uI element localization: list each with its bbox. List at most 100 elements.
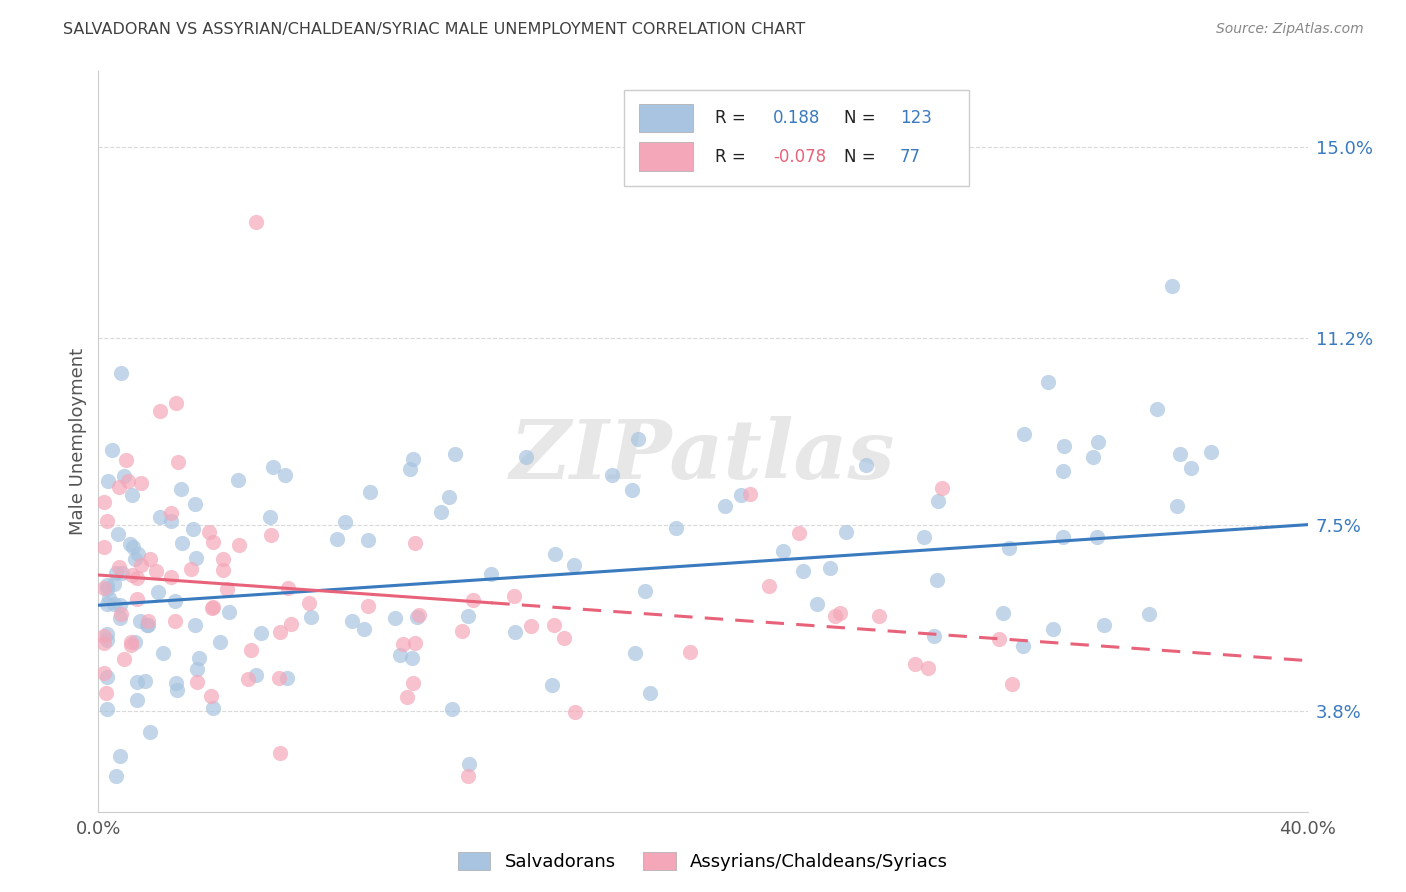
Point [129,558,152,572]
Point [758,579,780,593]
Point [1201,445,1223,459]
Point [269,746,291,760]
Point [122,540,145,554]
Point [108,748,131,763]
Point [398,462,420,476]
Text: -0.078: -0.078 [773,147,827,166]
Text: R =: R = [716,109,745,127]
Point [239,643,262,657]
Point [96,582,118,596]
Point [96,670,118,684]
Point [184,550,207,565]
Point [562,558,585,573]
Point [125,591,148,606]
Point [139,725,162,739]
Point [297,597,319,611]
Point [824,609,846,624]
Point [187,651,209,665]
Point [392,637,415,651]
Point [357,599,380,613]
Point [276,671,298,685]
Point [201,534,224,549]
Point [479,567,502,582]
Point [679,645,702,659]
Point [134,673,156,688]
Point [818,560,841,574]
Point [806,597,828,611]
Point [927,493,949,508]
Point [457,608,479,623]
Point [451,624,474,638]
Point [620,483,643,497]
Point [1137,607,1160,621]
Point [165,676,187,690]
Point [1042,622,1064,636]
Point [543,547,565,561]
Point [93,495,115,509]
Point [105,769,128,783]
Point [665,521,688,535]
Point [180,561,202,575]
Point [402,676,425,690]
Point [129,614,152,628]
Point [502,589,524,603]
Point [108,599,131,613]
Point [260,527,283,541]
Point [96,578,118,592]
FancyBboxPatch shape [638,143,693,170]
Point [127,572,149,586]
Point [624,647,647,661]
Point [437,490,460,504]
Legend: Salvadorans, Assyrians/Chaldeans/Syriacs: Salvadorans, Assyrians/Chaldeans/Syriacs [451,845,955,879]
Point [245,215,267,229]
Point [640,685,662,699]
Point [94,686,117,700]
Point [634,583,657,598]
Point [299,610,322,624]
Text: 123: 123 [900,109,932,127]
Point [834,525,856,540]
Point [108,611,131,625]
Point [1012,639,1035,653]
Point [139,552,162,566]
Point [444,447,467,461]
Point [129,475,152,490]
Point [136,618,159,632]
Point [110,607,132,622]
Text: N =: N = [845,147,876,166]
Point [1038,375,1060,389]
Point [925,574,948,588]
Point [166,455,188,469]
Point [828,606,851,620]
Point [97,474,120,488]
Point [600,468,623,483]
Point [112,469,135,483]
Point [200,689,222,703]
Point [1083,450,1105,464]
Point [159,570,181,584]
Point [274,467,297,482]
Point [101,442,124,457]
Point [105,566,128,580]
Point [149,403,172,417]
Point [931,481,953,495]
Point [111,566,134,580]
Point [402,451,425,466]
Text: 0.188: 0.188 [773,109,821,127]
FancyBboxPatch shape [624,90,969,186]
Point [121,488,143,502]
Point [238,672,260,686]
Text: Source: ZipAtlas.com: Source: ZipAtlas.com [1216,22,1364,37]
Point [991,606,1014,620]
Point [912,530,935,544]
Point [406,610,429,624]
Point [787,525,810,540]
Point [335,515,357,529]
Point [353,622,375,636]
Point [114,452,136,467]
Point [125,693,148,707]
Point [135,618,157,632]
Point [183,522,205,536]
Point [96,633,118,648]
Point [108,480,131,494]
